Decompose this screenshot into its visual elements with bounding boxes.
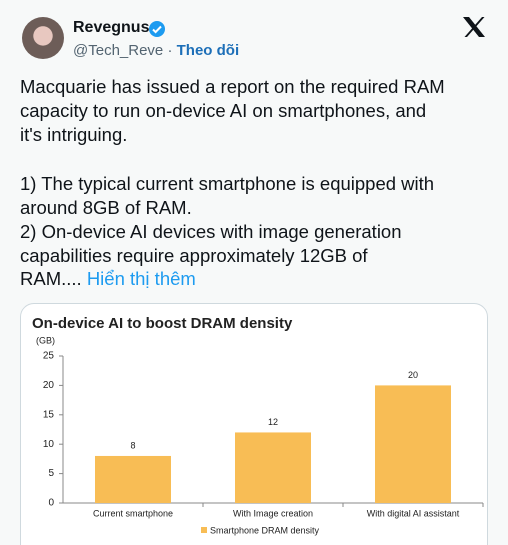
x-tick-label: With digital AI assistant xyxy=(367,508,460,518)
y-tick-label: 10 xyxy=(43,439,55,450)
tweet-line: 1) The typical current smartphone is equ… xyxy=(20,173,434,195)
legend-swatch xyxy=(201,527,207,533)
value-label: 8 xyxy=(130,440,135,450)
verified-badge xyxy=(149,21,165,37)
y-tick-label: 20 xyxy=(43,380,55,391)
y-tick-label: 25 xyxy=(43,351,55,362)
x-tick-label: Current smartphone xyxy=(93,508,173,518)
y-tick-label: 0 xyxy=(48,498,54,509)
legend-label: Smartphone DRAM density xyxy=(210,525,320,535)
chart-title: On-device AI to boost DRAM density xyxy=(32,315,293,332)
avatar[interactable] xyxy=(22,17,64,59)
value-label: 12 xyxy=(268,417,278,427)
bar xyxy=(95,455,171,503)
chart: On-device AI to boost DRAM density (GB) 0 5… xyxy=(32,315,484,535)
show-more[interactable]: Hiển thị thêm xyxy=(86,268,196,289)
value-label: 20 xyxy=(408,370,418,380)
x-tick-label: With Image creation xyxy=(233,508,313,518)
tweet-line: Macquarie has issued a report on the req… xyxy=(20,76,445,98)
follow-link[interactable]: Theo dõi xyxy=(176,42,240,59)
line-text: capacity to run on-device AI on smartpho… xyxy=(20,100,427,121)
tweet-line: 2) On-device AI devices with image gener… xyxy=(20,221,402,243)
tweet-line: RAM.... Hiển thị thêm xyxy=(20,268,196,290)
line-text: RAM.... xyxy=(20,268,82,289)
line-text: capabilities require approximately 12GB … xyxy=(20,245,368,266)
handle-row: @Tech_Reve · Theo dõi xyxy=(73,42,239,59)
bar xyxy=(235,432,311,503)
tweet-line: it's intriguing. xyxy=(20,124,127,146)
line-text: around 8GB of RAM. xyxy=(20,197,192,218)
tweet-line: around 8GB of RAM. xyxy=(20,197,192,219)
bar xyxy=(375,385,451,503)
y-tick-label: 15 xyxy=(43,409,55,420)
y-unit: (GB) xyxy=(36,335,55,345)
chart-card[interactable]: On-device AI to boost DRAM density (GB) 0 5… xyxy=(20,303,488,545)
separator: · xyxy=(167,42,173,59)
line-text: Macquarie has issued a report on the req… xyxy=(20,76,445,97)
handle[interactable]: @Tech_Reve xyxy=(73,42,164,59)
x-logo[interactable] xyxy=(462,16,486,38)
line-text: 1) The typical current smartphone is equ… xyxy=(20,173,435,194)
y-tick-label: 5 xyxy=(48,468,54,479)
line-text: it's intriguing. xyxy=(20,124,128,145)
tweet-line: capabilities require approximately 12GB … xyxy=(20,245,368,267)
user-name[interactable]: Revegnus xyxy=(73,19,150,36)
tweet-line: capacity to run on-device AI on smartpho… xyxy=(20,100,426,122)
line-text: 2) On-device AI devices with image gener… xyxy=(20,221,402,242)
